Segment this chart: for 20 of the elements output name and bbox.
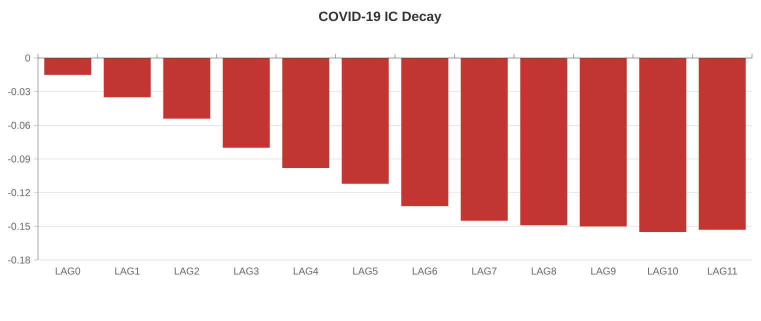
y-tick-label: -0.03 <box>8 88 30 96</box>
x-tick-label: LAG4 <box>294 268 318 275</box>
y-tick-label: -0.12 <box>8 189 30 196</box>
x-tick-label: LAG0 <box>56 268 80 275</box>
x-tick-label: LAG7 <box>472 268 497 275</box>
y-tick-label: -0.18 <box>8 256 30 264</box>
x-tick-label: LAG9 <box>591 268 616 275</box>
y-tick-label: -0.06 <box>8 122 30 129</box>
chart-title: COVID-19 IC Decay <box>319 12 442 24</box>
x-tick-label: LAG3 <box>234 268 259 275</box>
x-tick-label: LAG11 <box>708 268 737 275</box>
x-tick-label: LAG1 <box>115 268 140 275</box>
x-tick-label: LAG10 <box>648 268 678 275</box>
y-tick-label: -0.15 <box>8 222 30 230</box>
x-tick-label: LAG5 <box>353 268 378 275</box>
x-tick-label: LAG6 <box>412 268 438 275</box>
y-tick-label: 0 <box>25 54 30 62</box>
x-tick-label: LAG8 <box>532 268 556 275</box>
y-tick-label: -0.09 <box>8 155 30 163</box>
x-tick-label: LAG2 <box>174 268 200 275</box>
